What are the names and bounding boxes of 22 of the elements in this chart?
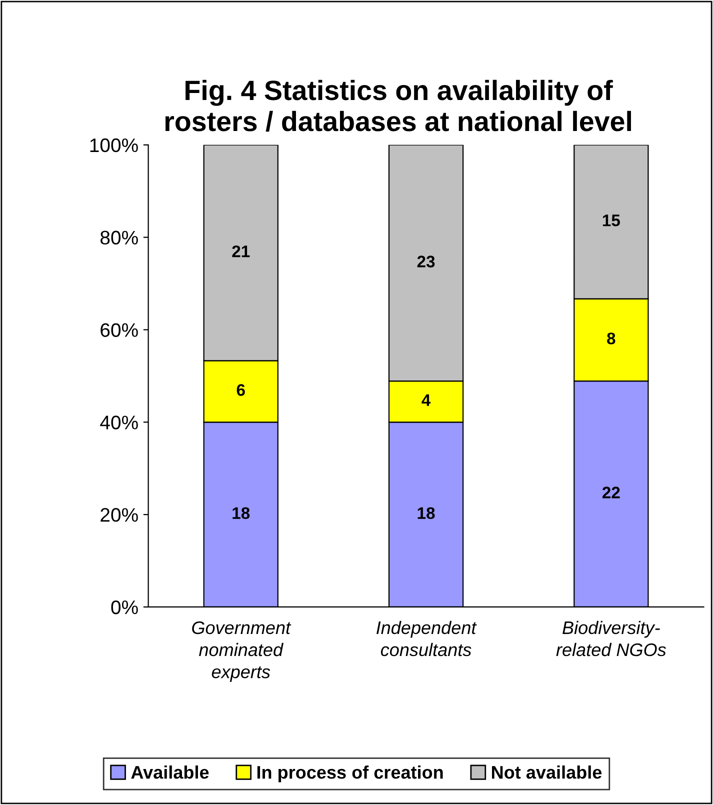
legend-label: Available <box>131 765 209 779</box>
y-tick-label: 40% <box>100 416 138 430</box>
y-tick-label: 100% <box>90 138 138 152</box>
y-tick-label: 80% <box>100 230 138 245</box>
x-tick-label: Independent consultants <box>376 620 477 656</box>
y-tick-label: 20% <box>100 508 138 522</box>
y-tick-label: 60% <box>100 323 138 337</box>
legend-label: In process of creation <box>257 765 443 782</box>
annotation: 8 <box>607 332 616 344</box>
annotation: 18 <box>232 507 250 520</box>
x-tick-label: Government nominated experts <box>192 621 292 682</box>
x-tick-label: Biodiversity- related NGOs <box>556 620 666 656</box>
annotation: 21 <box>232 245 250 258</box>
annotation: 6 <box>236 384 245 396</box>
chart-title: Fig. 4 Statistics on availability of rosters / databases at national level <box>165 80 631 132</box>
legend-label: Not available <box>492 765 602 779</box>
annotation: 4 <box>422 394 431 406</box>
annotation: 18 <box>418 507 435 520</box>
y-tick-label: 0% <box>111 600 138 614</box>
annotation: 15 <box>602 214 620 226</box>
annotation: 22 <box>602 486 620 498</box>
annotation: 23 <box>417 256 435 268</box>
